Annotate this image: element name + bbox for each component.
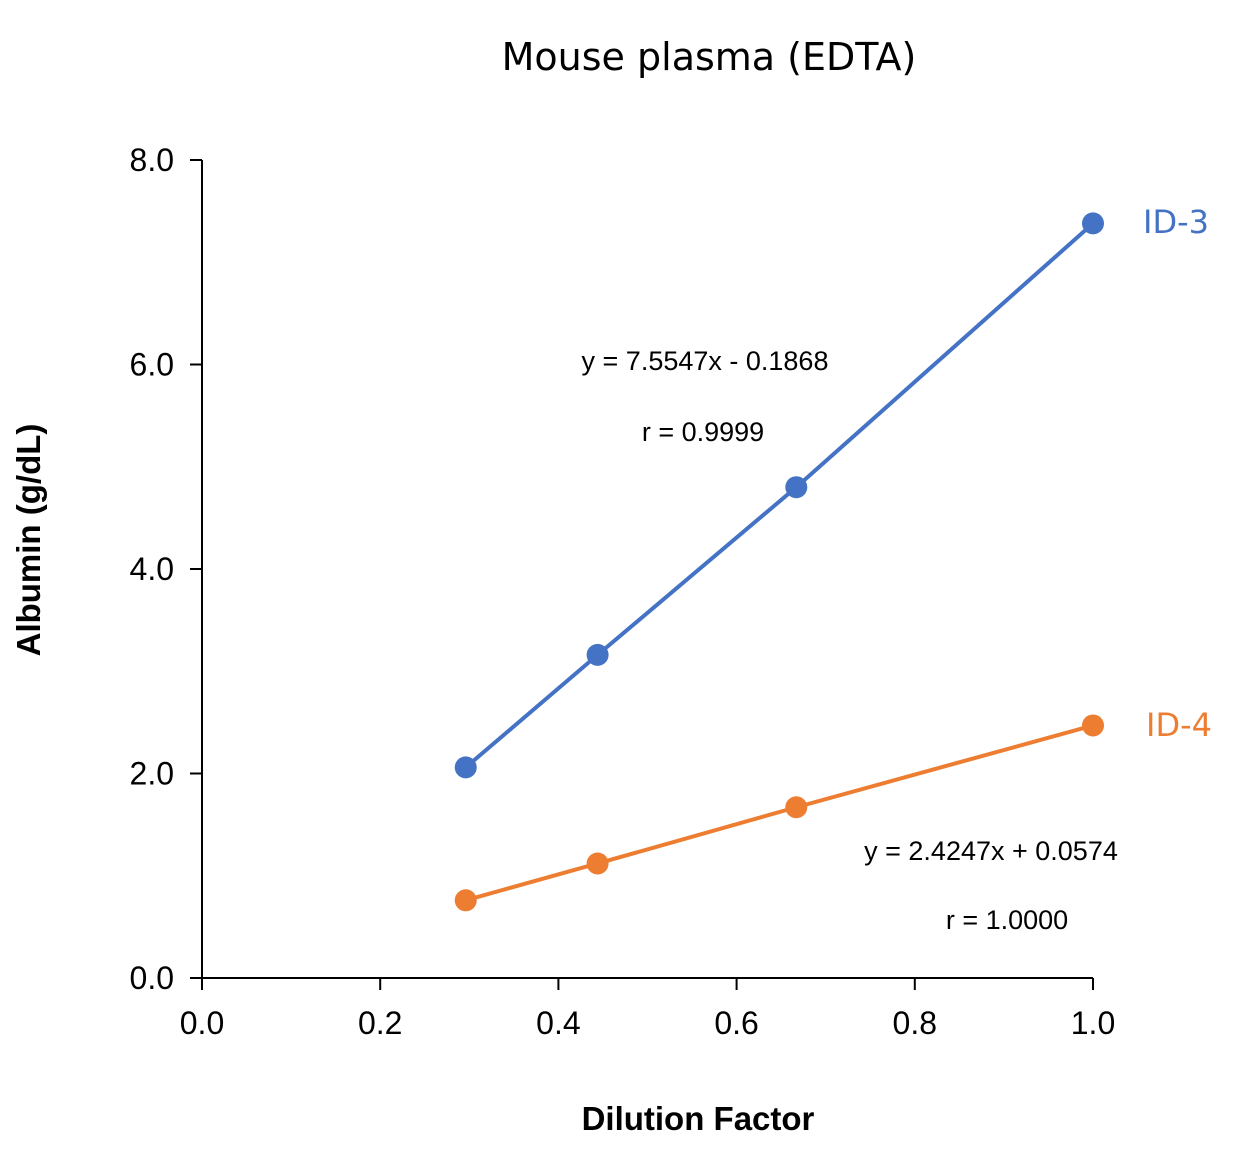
- series-layer: ID-3 y = 7.5547x - 0.1868 r = 0.9999 ID-4 y …: [454, 203, 1212, 935]
- chart-title: Mouse plasma (EDTA): [502, 35, 917, 79]
- y-axis-label: Albumin (g/dL): [10, 424, 47, 657]
- data-point: [586, 852, 609, 875]
- correlation-coefficient: r = 0.9999: [642, 417, 764, 447]
- x-tick-label: 1.0: [1071, 1005, 1115, 1041]
- x-tick-label: 0.8: [893, 1005, 937, 1041]
- regression-equation: y = 2.4247x + 0.0574: [864, 836, 1118, 866]
- correlation-coefficient: r = 1.0000: [946, 905, 1068, 935]
- x-axis-label: Dilution Factor: [582, 1100, 815, 1137]
- series-id-3: ID-3 y = 7.5547x - 0.1868 r = 0.9999: [454, 203, 1209, 779]
- y-tick-label: 0.0: [130, 960, 174, 996]
- regression-equation: y = 7.5547x - 0.1868: [582, 346, 829, 376]
- data-point: [454, 889, 477, 912]
- data-point: [1082, 212, 1104, 235]
- x-tick-label: 0.6: [714, 1005, 758, 1041]
- data-point: [785, 796, 808, 819]
- x-tick-label: 0.2: [358, 1005, 402, 1041]
- series-line: [465, 723, 1094, 903]
- y-tick-label: 2.0: [130, 756, 174, 792]
- axes: 0.0 0.2 0.4 0.6 0.8 1.0 0.0 2.0 4.0 6.0 8.0: [130, 142, 1116, 1041]
- x-tick-label: 0.0: [180, 1005, 224, 1041]
- series-label: ID-4: [1146, 706, 1212, 744]
- series-line: [464, 221, 1095, 769]
- data-point: [1082, 714, 1104, 737]
- series-id-4: ID-4 y = 2.4247x + 0.0574 r = 1.0000: [454, 706, 1212, 935]
- y-tick-label: 4.0: [130, 551, 174, 587]
- series-label: ID-3: [1143, 203, 1209, 241]
- y-tick-label: 8.0: [130, 142, 174, 178]
- x-tick-label: 0.4: [536, 1005, 580, 1041]
- data-point: [586, 643, 609, 666]
- data-point: [454, 756, 477, 779]
- data-point: [785, 476, 808, 499]
- y-tick-label: 6.0: [130, 347, 174, 383]
